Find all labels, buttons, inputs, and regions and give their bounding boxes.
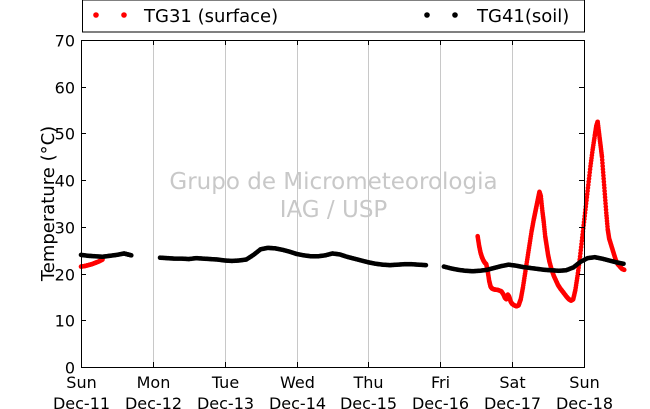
- y-tick-label: 0: [65, 359, 75, 378]
- legend-label-tg41: TG41(soil): [476, 6, 569, 27]
- legend-marker: [93, 12, 99, 18]
- x-tick-date-label: Dec-13: [197, 394, 254, 409]
- x-tick-day-label: Thu: [352, 373, 383, 392]
- y-tick-label: 10: [55, 312, 75, 331]
- x-tick-day-label: Wed: [280, 373, 315, 392]
- vertical-grid: [153, 40, 513, 367]
- x-tick-date-label: Dec-14: [269, 394, 326, 409]
- x-tick-date-label: Dec-12: [125, 394, 182, 409]
- data-point: [423, 262, 429, 268]
- x-tick-date-label: Dec-15: [340, 394, 397, 409]
- x-tick-date-label: Dec-17: [484, 394, 541, 409]
- legend: TG31 (surface) TG41(soil): [82, 0, 585, 33]
- x-tick-day-label: Sat: [499, 373, 525, 392]
- legend-marker: [452, 12, 458, 18]
- x-tick-day-label: Tue: [211, 373, 239, 392]
- x-tick-date-label: Dec-16: [412, 394, 469, 409]
- legend-box: [82, 0, 585, 33]
- y-tick-label: 50: [55, 125, 75, 144]
- y-tick-label: 20: [55, 266, 75, 285]
- y-tick-label: 60: [55, 79, 75, 98]
- watermark-line: IAG / USP: [280, 197, 388, 223]
- x-tick-day-label: Sun: [66, 373, 96, 392]
- data-point: [129, 253, 134, 258]
- x-tick-day-label: Sun: [569, 373, 599, 392]
- legend-marker: [121, 12, 127, 18]
- y-axis-title: Temperature (°C): [38, 126, 59, 282]
- axes: 0 10 20 30 40 50 60 70 Sun Dec-11 Mon Dec-12 Tue Dec-…: [38, 32, 613, 409]
- y-tick-label: 40: [55, 172, 75, 191]
- legend-label-tg31: TG31 (surface): [143, 6, 278, 27]
- data-series: [78, 119, 627, 309]
- x-tick-day-label: Fri: [431, 373, 450, 392]
- x-tick-day-label: Mon: [137, 373, 171, 392]
- y-tick-label: 70: [55, 32, 75, 51]
- data-point: [621, 261, 626, 267]
- legend-marker: [424, 12, 430, 18]
- series-tg41-soil: [78, 245, 626, 274]
- x-tick-date-label: Dec-11: [53, 394, 110, 409]
- x-tick-date-label: Dec-18: [556, 394, 613, 409]
- watermark-line: Grupo de Micrometeorologia: [169, 169, 497, 195]
- y-tick-label: 30: [55, 219, 75, 238]
- data-point: [621, 267, 627, 273]
- plot-frame: [81, 40, 585, 368]
